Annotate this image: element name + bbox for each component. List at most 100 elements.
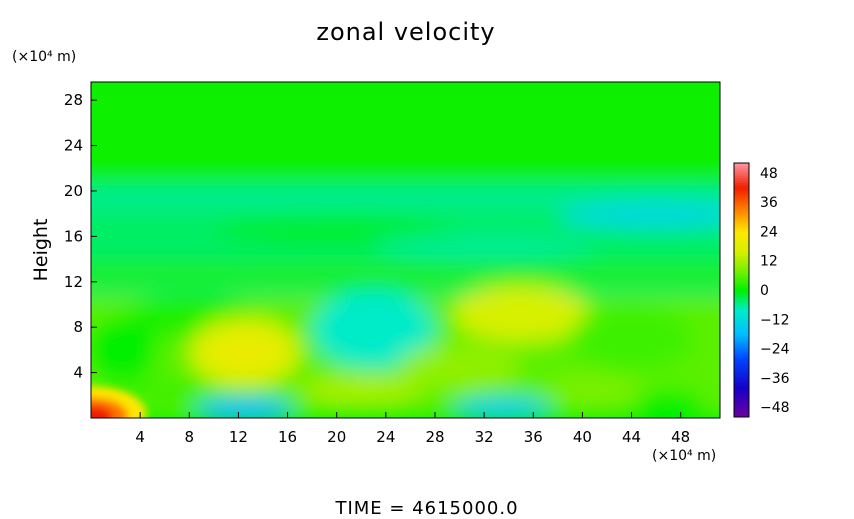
colorbar-segment bbox=[734, 390, 749, 394]
colorbar-segment bbox=[734, 399, 749, 403]
colorbar-segment bbox=[734, 282, 749, 286]
colorbar-segment bbox=[734, 287, 749, 291]
colorbar-segment bbox=[734, 375, 749, 379]
colorbar-segment bbox=[734, 326, 749, 330]
colorbar-segment bbox=[734, 343, 749, 347]
y-tick-label: 4 bbox=[73, 364, 83, 382]
colorbar-segment bbox=[734, 316, 749, 320]
colorbar-segment bbox=[734, 397, 749, 401]
colorbar-segment bbox=[734, 331, 749, 335]
colorbar-segment bbox=[734, 260, 749, 264]
colorbar-segment bbox=[734, 402, 749, 406]
field-blob bbox=[557, 202, 720, 230]
colorbar-segment bbox=[734, 233, 749, 237]
colorbar-segment bbox=[734, 414, 749, 418]
colorbar-segment bbox=[734, 311, 749, 315]
colorbar-segment bbox=[734, 211, 749, 215]
colorbar-segment bbox=[734, 192, 749, 196]
colorbar-segment bbox=[734, 202, 749, 206]
colorbar-segment bbox=[734, 238, 749, 242]
colorbar-segment bbox=[734, 172, 749, 176]
colorbar-segment bbox=[734, 216, 749, 220]
x-axis-unit: (×10⁴ m) bbox=[652, 448, 716, 464]
colorbar-segment bbox=[734, 204, 749, 208]
colorbar-segment bbox=[734, 184, 749, 188]
colorbar-segment bbox=[734, 370, 749, 374]
colorbar-segment bbox=[734, 392, 749, 396]
colorbar-segment bbox=[734, 197, 749, 201]
colorbar-tick-label: −24 bbox=[760, 342, 790, 358]
colorbar-segment bbox=[734, 253, 749, 257]
x-tick-label: 4 bbox=[135, 428, 145, 446]
x-tick-label: 32 bbox=[475, 428, 494, 446]
colorbar-segment bbox=[734, 373, 749, 376]
colorbar-segment bbox=[734, 231, 749, 235]
colorbar-segment bbox=[734, 277, 749, 281]
x-tick-label: 48 bbox=[671, 428, 690, 446]
colorbar-segment bbox=[734, 285, 749, 289]
colorbar-segment bbox=[734, 355, 749, 359]
colorbar-segment bbox=[734, 348, 749, 352]
colorbar-segment bbox=[734, 365, 749, 369]
colorbar-segment bbox=[734, 187, 749, 191]
field-blob bbox=[213, 214, 460, 247]
y-axis-label: Height bbox=[30, 219, 52, 282]
colorbar-segment bbox=[734, 314, 749, 318]
colorbar-segment bbox=[734, 304, 749, 308]
colorbar-segment bbox=[734, 346, 749, 350]
y-axis: 4 8 12 16 20 24 28 bbox=[64, 91, 97, 382]
colorbar-segment bbox=[734, 209, 749, 213]
time-label: TIME = 4615000.0 bbox=[334, 498, 518, 519]
field-blob bbox=[570, 304, 693, 373]
colorbar-segment bbox=[734, 175, 749, 179]
colorbar-segment bbox=[734, 385, 749, 389]
field-blob bbox=[91, 405, 114, 418]
colorbar-frame bbox=[733, 162, 750, 418]
colorbar-segment bbox=[734, 236, 749, 240]
y-tick-label: 12 bbox=[64, 273, 83, 291]
colorbar-segment bbox=[734, 404, 749, 408]
colorbar-segment bbox=[734, 243, 749, 247]
field-blob bbox=[373, 234, 595, 262]
field-blob bbox=[398, 344, 521, 390]
colorbar-segment bbox=[734, 199, 749, 203]
colorbar-segment bbox=[734, 363, 749, 367]
field-blob bbox=[215, 334, 275, 371]
field-blob bbox=[299, 374, 423, 405]
colorbar-segment bbox=[734, 299, 749, 303]
colorbar-segment bbox=[734, 382, 749, 386]
colorbar-segment bbox=[734, 170, 749, 174]
colorbar-segment bbox=[734, 294, 749, 298]
colorbar-segment bbox=[734, 336, 749, 340]
colorbar-tick-label: 48 bbox=[760, 166, 778, 182]
field-blob bbox=[453, 285, 589, 342]
colorbar-segment bbox=[734, 338, 749, 342]
colorbar-segment bbox=[734, 368, 749, 372]
colorbar-segment bbox=[734, 290, 749, 293]
colorbar-segment bbox=[734, 377, 749, 381]
colorbar-segment bbox=[734, 248, 749, 252]
x-axis: 4 8 12 16 20 24 28 32 36 40 44 48 bbox=[135, 412, 690, 446]
colorbar-tick-label: 0 bbox=[760, 283, 769, 299]
field-blob bbox=[631, 389, 706, 418]
field-blob bbox=[91, 315, 159, 384]
colorbar-segment bbox=[734, 270, 749, 274]
colorbar-segment bbox=[734, 341, 749, 345]
x-tick-label: 24 bbox=[376, 428, 395, 446]
colorbar-segment bbox=[734, 206, 749, 210]
field-blob bbox=[545, 372, 644, 407]
y-tick-label: 8 bbox=[73, 318, 83, 336]
y-tick-label: 28 bbox=[64, 91, 83, 109]
colorbar-segment bbox=[734, 407, 749, 411]
field-band bbox=[91, 82, 720, 194]
y-axis-unit: (×10⁴ m) bbox=[12, 49, 76, 65]
colorbar-segment bbox=[734, 268, 749, 271]
colorbar-segment bbox=[734, 380, 749, 384]
colorbar-segment bbox=[734, 258, 749, 262]
colorbar-segment bbox=[734, 333, 749, 337]
colorbar-segment bbox=[734, 353, 749, 357]
colorbar-segment bbox=[734, 255, 749, 259]
colorbar-segment bbox=[734, 351, 749, 354]
colorbar-segment bbox=[734, 272, 749, 276]
